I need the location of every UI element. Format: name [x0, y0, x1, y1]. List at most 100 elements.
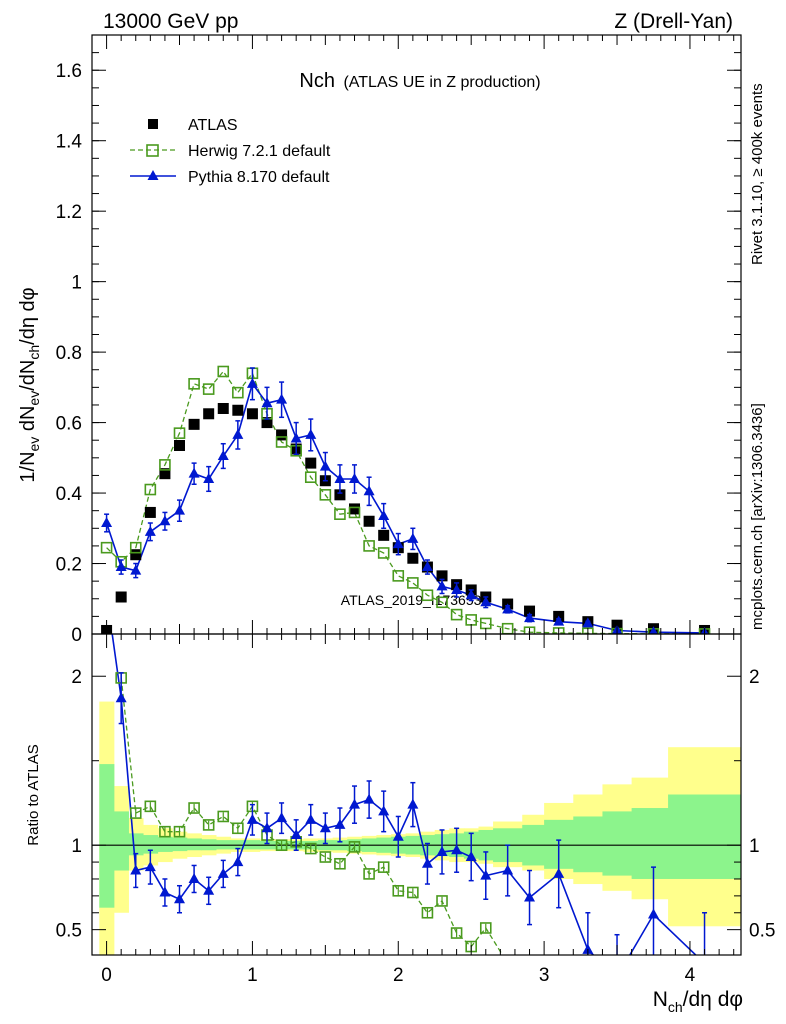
herwig-point: [479, 617, 492, 630]
y-tick-label: 0: [71, 625, 82, 646]
ratio-herwig-point: [188, 802, 200, 814]
green-band-bin: [172, 837, 188, 852]
y-tick-label: 0.4: [56, 484, 83, 505]
x-tick-label: 1: [247, 965, 258, 986]
ratio-pythia-point: [451, 844, 463, 855]
ratio-herwig-point: [129, 807, 142, 819]
pythia-point: [305, 428, 317, 439]
atlas-point: [130, 549, 142, 561]
herwig-point: [304, 471, 317, 484]
pythia-point: [276, 393, 288, 404]
atlas-point: [159, 468, 171, 480]
herwig-point: [217, 365, 230, 378]
pythia-point: [217, 450, 229, 461]
atlas-point: [407, 552, 419, 564]
herwig-point: [465, 614, 477, 626]
legend-herwig-label: Herwig 7.2.1 default: [188, 143, 331, 160]
green-band-bin: [113, 811, 129, 871]
ratio-pythia-line: [111, 634, 697, 955]
herwig-point: [407, 577, 419, 589]
herwig-point: [100, 541, 113, 554]
ratio-herwig-point: [275, 839, 288, 851]
ratio-pythia-point: [276, 812, 288, 823]
pythia-point: [465, 589, 477, 600]
ratio-pythia-point: [502, 864, 514, 875]
header-right: Z (Drell-Yan): [614, 10, 733, 33]
herwig-point: [348, 506, 361, 519]
ratio-y-tick-label: 2: [71, 667, 82, 688]
ratio-herwig-point: [348, 841, 361, 853]
ratio-herwig-point: [173, 825, 186, 838]
pythia-point: [524, 612, 536, 623]
x-tick-label: 4: [685, 965, 696, 986]
watermark: ATLAS_2019_I1736531: [341, 592, 490, 608]
ratio-herwig-point: [363, 868, 375, 880]
herwig-point: [436, 596, 448, 609]
legend-atlas-marker: [148, 119, 158, 129]
pythia-point: [392, 538, 404, 549]
pythia-line: [105, 382, 705, 634]
ratio-pythia-point: [582, 943, 594, 954]
ratio-herwig-point: [436, 895, 448, 907]
ratio-herwig-point: [525, 975, 535, 985]
ratio-herwig-point: [450, 927, 463, 939]
atlas-point: [174, 439, 186, 451]
ratio-frame: 0.5 0.5 1 1 2 2 0 1 2 3 4: [56, 633, 775, 986]
pythia-point: [174, 504, 186, 515]
green-band-bin: [99, 764, 115, 908]
herwig-point: [159, 459, 171, 471]
pythia-point: [451, 583, 463, 594]
herwig-line: [106, 370, 705, 634]
ratio-y-tick-label: 0.5: [56, 921, 82, 942]
atlas-point: [261, 417, 273, 429]
plot-title-sub: (ATLAS UE in Z production): [343, 74, 540, 91]
legend-atlas-label: ATLAS: [188, 117, 238, 134]
ratio-herwig-point: [503, 958, 513, 968]
atlas-point: [524, 605, 536, 617]
pythia-point: [407, 532, 419, 543]
pythia-point: [144, 525, 156, 536]
ratio-herwig-point: [159, 825, 171, 838]
green-band-bin: [157, 836, 173, 852]
side-mcplots: mcplots.cern.ch [arXiv:1306.3436]: [749, 403, 766, 630]
atlas-point: [436, 570, 448, 582]
pythia-point: [480, 596, 492, 607]
plot-title: Nch (ATLAS UE in Z production): [299, 70, 540, 92]
ratio-pythia-point: [699, 957, 710, 967]
legend: ATLAS Herwig 7.2.1 default Pythia 8.170 …: [130, 117, 331, 186]
herwig-point: [319, 489, 332, 501]
header-left: 13000 GeV pp: [103, 10, 238, 33]
ratio-pythia-point: [130, 864, 142, 875]
y-tick-label: 0.6: [56, 414, 82, 435]
y-tick-label: 1.6: [56, 61, 82, 82]
ratio-pythia-point: [290, 829, 302, 840]
atlas-point: [349, 503, 361, 515]
herwig-point: [173, 427, 186, 439]
green-band-bin: [631, 808, 669, 879]
herwig-point: [363, 540, 375, 552]
pythia-point: [553, 615, 565, 626]
legend-pythia-label: Pythia 8.170 default: [188, 169, 330, 186]
ratio-herwig-point: [554, 992, 564, 1002]
herwig-point: [392, 570, 405, 582]
ratio-pythia-point: [159, 886, 171, 897]
y-tick-label: 1.2: [56, 202, 82, 223]
ratio-pythia-point: [480, 869, 492, 880]
x-tick-label: 3: [539, 965, 550, 986]
pythia-point: [378, 509, 390, 520]
pythia-point: [101, 517, 113, 528]
ratio-y-tick-label: 1: [71, 836, 82, 857]
ratio-pythia-point: [553, 867, 565, 878]
atlas-point: [276, 429, 288, 441]
ratio-pythia-point: [246, 813, 258, 824]
ratio-y-tick-label-right: 2: [749, 667, 760, 688]
x-tick-label: 2: [393, 965, 404, 986]
herwig-point: [202, 383, 215, 395]
herwig-point: [501, 622, 514, 634]
ratio-xlabel: Nch/dη dφ: [653, 988, 743, 1015]
ratio-pythia-point: [407, 798, 419, 809]
ratio-pythia-point: [115, 692, 127, 703]
pythia-point: [334, 472, 346, 483]
side-rivet: Rivet 3.1.10, ≥ 400k events: [749, 83, 766, 265]
